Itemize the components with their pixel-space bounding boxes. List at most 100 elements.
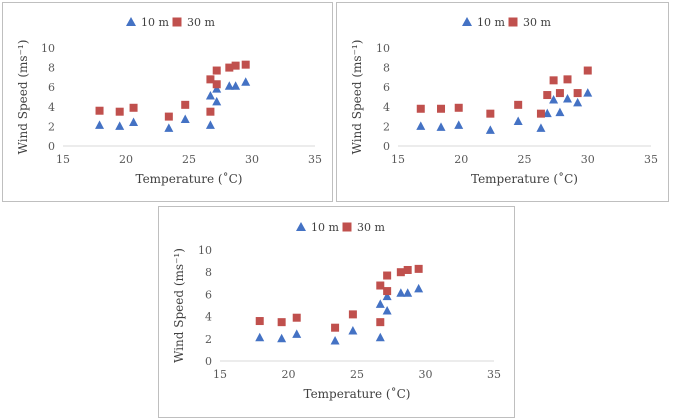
legend-marker-square-icon <box>342 222 352 232</box>
y-tick-label: 0 <box>205 355 212 368</box>
x-tick-label: 25 <box>350 368 364 381</box>
legend-label: 30 m <box>187 16 215 29</box>
y-axis-title: Wind Speed (ms⁻¹) <box>172 248 186 363</box>
scatter-chart: 0 2 4 6 8 10 15 20 25 30 35 Temperature (˚C) Wind Sp… <box>16 16 322 186</box>
data-point-10m <box>563 93 573 103</box>
y-tick-label: 2 <box>48 120 55 133</box>
data-point-30m <box>277 318 286 327</box>
data-point-10m <box>129 117 139 126</box>
data-point-30m <box>231 61 240 70</box>
data-point-10m <box>583 88 593 97</box>
data-point-10m <box>212 84 222 93</box>
data-point-10m <box>212 96 222 106</box>
x-axis-title: Temperature (˚C) <box>304 386 411 401</box>
y-tick-label: 4 <box>48 101 55 114</box>
data-point-10m <box>375 299 385 308</box>
y-tick-label: 4 <box>205 311 212 324</box>
data-point-30m <box>212 66 221 75</box>
legend-marker-triangle-icon <box>296 222 306 231</box>
data-point-10m <box>224 81 234 90</box>
data-point-30m <box>414 264 423 273</box>
x-axis-title: Temperature (˚C) <box>471 171 578 186</box>
data-point-10m <box>292 329 302 338</box>
data-point-10m <box>205 91 215 100</box>
data-point-10m <box>542 108 552 118</box>
y-tick-label: 6 <box>205 288 212 301</box>
legend-marker-triangle-icon <box>126 17 136 26</box>
data-point-30m <box>164 112 173 121</box>
data-point-30m <box>95 106 104 115</box>
y-tick-label: 4 <box>383 101 390 114</box>
data-point-10m <box>375 332 385 342</box>
y-tick-label: 10 <box>198 244 212 257</box>
data-point-30m <box>206 107 215 116</box>
data-point-10m <box>382 306 392 315</box>
legend-marker-triangle-icon <box>462 17 472 26</box>
data-point-30m <box>437 104 446 113</box>
data-point-30m <box>212 80 221 89</box>
legend-label: 30 m <box>523 16 551 29</box>
data-point-10m <box>205 120 215 129</box>
data-point-30m <box>416 104 425 113</box>
data-point-10m <box>573 97 583 107</box>
data-point-30m <box>543 91 552 100</box>
data-point-10m <box>330 336 340 345</box>
data-point-30m <box>549 76 558 85</box>
x-tick-label: 30 <box>245 153 259 166</box>
x-tick-label: 20 <box>119 153 133 166</box>
x-tick-label: 15 <box>56 153 70 166</box>
y-tick-label: 0 <box>383 140 390 153</box>
data-point-10m <box>396 288 406 297</box>
x-tick-label: 30 <box>581 153 595 166</box>
data-point-10m <box>549 94 559 104</box>
data-point-30m <box>583 66 592 75</box>
data-point-10m <box>231 81 241 90</box>
x-tick-label: 30 <box>419 368 433 381</box>
scatter-chart: 0 2 4 6 8 10 15 20 25 30 35 Temperature (˚C) Wind Sp… <box>172 221 501 401</box>
legend-label: 10 m <box>477 16 505 29</box>
data-point-10m <box>403 288 413 297</box>
data-point-30m <box>555 89 564 98</box>
legend-label: 10 m <box>141 16 169 29</box>
data-point-30m <box>331 323 340 332</box>
y-tick-label: 10 <box>41 42 55 55</box>
x-tick-label: 25 <box>518 153 532 166</box>
y-tick-label: 2 <box>205 333 212 346</box>
chart-panel-top-right: 0 2 4 6 8 10 15 20 25 30 35 Temperature (˚C) Wind Sp… <box>336 2 669 202</box>
y-tick-label: 8 <box>383 62 390 75</box>
data-point-30m <box>129 103 138 112</box>
y-axis-title: Wind Speed (ms⁻¹) <box>16 40 30 155</box>
x-tick-label: 35 <box>487 368 501 381</box>
data-point-30m <box>206 75 215 84</box>
legend-marker-square-icon <box>508 17 518 27</box>
data-point-30m <box>292 313 301 322</box>
x-tick-label: 20 <box>454 153 468 166</box>
data-point-10m <box>382 291 392 301</box>
data-point-10m <box>416 121 426 130</box>
data-point-30m <box>376 318 385 327</box>
data-point-10m <box>164 123 174 132</box>
y-axis-title: Wind Speed (ms⁻¹) <box>350 40 364 155</box>
data-point-10m <box>536 123 546 132</box>
data-point-30m <box>255 317 264 326</box>
data-point-30m <box>383 287 392 296</box>
data-point-10m <box>513 116 523 125</box>
data-point-30m <box>563 75 572 84</box>
data-point-30m <box>376 281 385 290</box>
data-point-10m <box>115 121 125 130</box>
data-point-30m <box>396 268 405 277</box>
legend-label: 30 m <box>357 221 385 234</box>
x-tick-label: 20 <box>282 368 296 381</box>
data-point-30m <box>181 100 190 109</box>
data-point-10m <box>255 332 265 342</box>
legend-marker-square-icon <box>172 17 182 27</box>
y-tick-label: 6 <box>383 81 390 94</box>
data-point-30m <box>536 109 545 118</box>
data-point-10m <box>180 114 190 124</box>
data-point-10m <box>555 107 565 117</box>
data-point-30m <box>348 310 357 319</box>
x-tick-label: 15 <box>391 153 405 166</box>
data-point-30m <box>225 63 234 72</box>
legend-label: 10 m <box>311 221 339 234</box>
y-tick-label: 10 <box>376 42 390 55</box>
